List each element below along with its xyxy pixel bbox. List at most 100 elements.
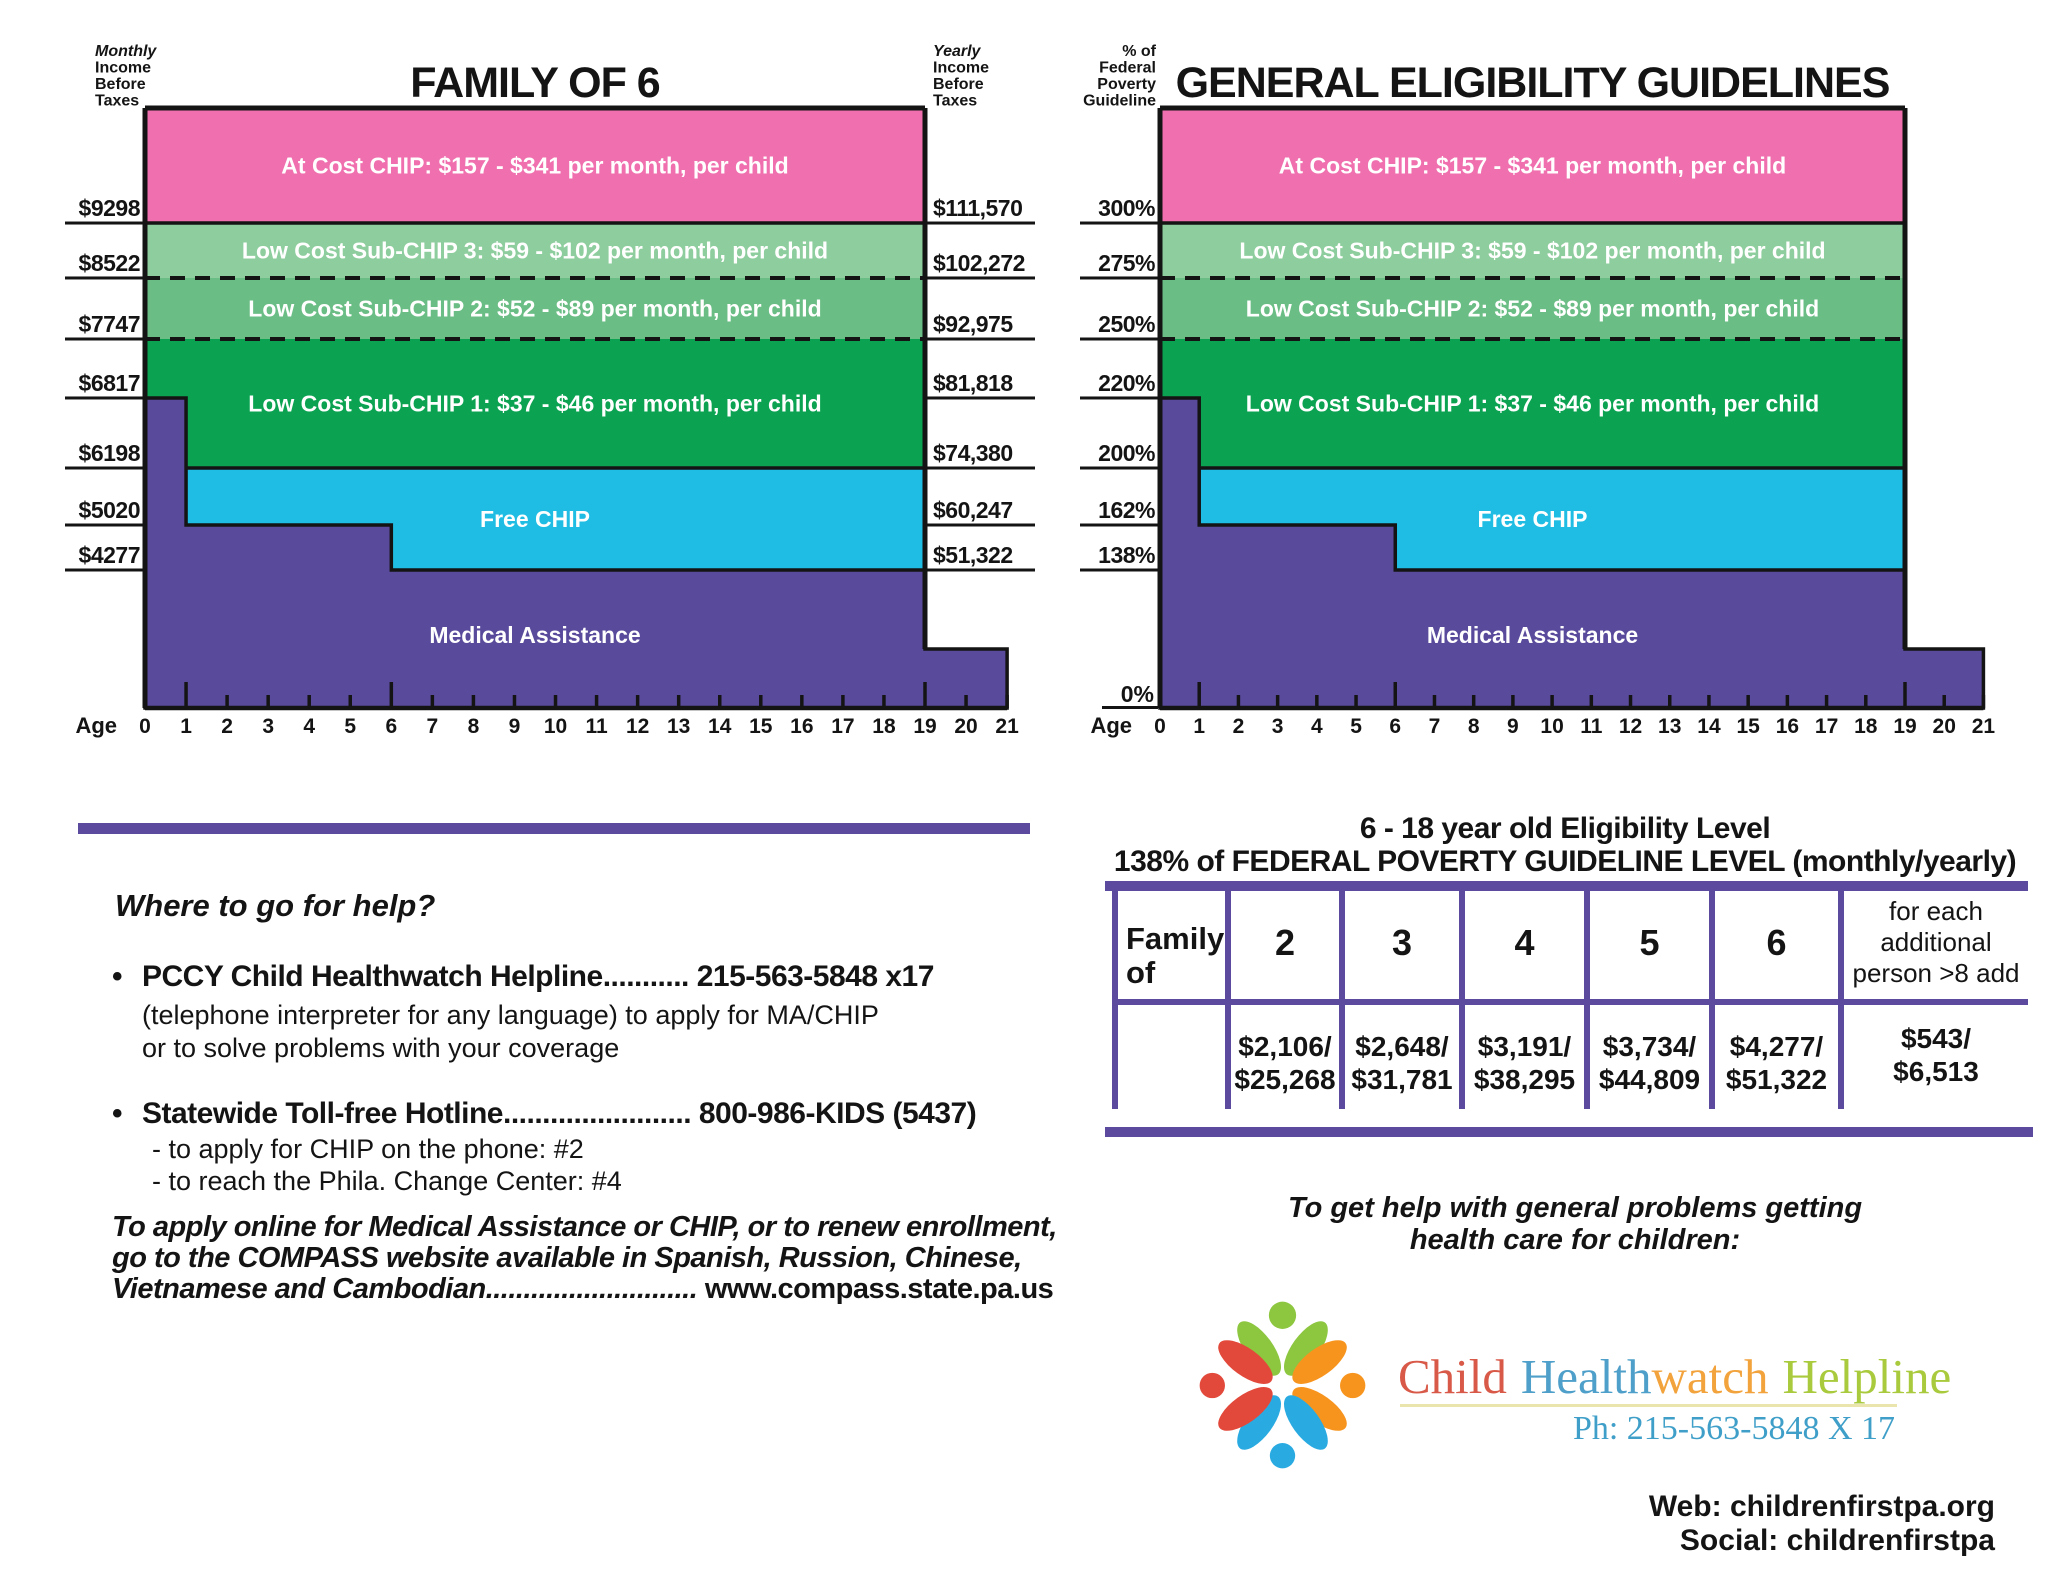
svg-text:Low Cost Sub-CHIP 3: $59 - $10: Low Cost Sub-CHIP 3: $59 - $102 per mont… [242,238,828,264]
svg-text:14: 14 [708,715,732,738]
logo-person-blue [1237,1395,1328,1469]
svg-text:$111,570: $111,570 [933,195,1022,221]
svg-text:$51,322: $51,322 [933,542,1013,568]
band-at-cost-chip [145,108,925,224]
logo-word: Health [1520,1349,1652,1404]
table-col-values: $2,648/$31,781 [1351,1031,1453,1095]
table-column-border [1225,891,1231,1109]
child-healthwatch-logo-icon [1199,1301,1366,1469]
svg-text:12: 12 [626,715,649,738]
logo-word: Child [1398,1349,1507,1404]
svg-text:GENERAL ELIGIBILITY GUIDELINES: GENERAL ELIGIBILITY GUIDELINES [1176,59,1890,107]
svg-text:138%: 138% [1098,542,1155,568]
svg-text:$6817: $6817 [79,370,140,396]
bullet-icon: • [112,1097,123,1130]
svg-text:7: 7 [427,715,439,738]
svg-text:13: 13 [667,715,690,738]
table-col-values: $2,106/$25,268 [1234,1031,1336,1095]
svg-text:11: 11 [585,715,608,738]
svg-text:12: 12 [1619,715,1642,738]
svg-text:Age: Age [75,713,117,738]
svg-text:$81,818: $81,818 [933,370,1013,396]
svg-text:Age: Age [1090,713,1132,738]
svg-text:300%: 300% [1098,195,1155,221]
table-column-border [1459,891,1465,1109]
svg-text:15: 15 [749,715,773,738]
table-column-border [1584,891,1590,1109]
svg-text:Taxes: Taxes [95,93,139,110]
logo-phone: Ph: 215-563-5848 X 17 [1572,1410,1895,1447]
band-subchip3 [145,223,925,278]
social-handle: Social: childrenfirstpa [1679,1524,1995,1557]
svg-text:2: 2 [1233,715,1245,738]
svg-text:5: 5 [1350,715,1362,738]
web-address: Web: childrenfirstpa.org [1648,1490,1995,1523]
table-extra-values: $543/$6,513 [1893,1023,1979,1087]
helpline-phone-line: PCCY Child Healthwatch Helpline.........… [142,960,934,993]
compass-info: To apply online for Medical Assistance o… [112,1212,1062,1305]
logo-person-green [1237,1301,1328,1376]
band-subchip1 [1160,339,1905,468]
table-top-border [1105,881,2028,891]
svg-text:18: 18 [1854,715,1878,738]
svg-text:$74,380: $74,380 [933,440,1013,466]
table-title-line2: 138% of FEDERAL POVERTY GUIDELINE LEVEL … [1113,845,2017,878]
svg-text:7: 7 [1429,715,1441,738]
svg-text:Low Cost Sub-CHIP 2: $52 - $89: Low Cost Sub-CHIP 2: $52 - $89 per month… [1246,295,1819,321]
eligibility-charts: 0 1 2 3 4 5 6 7 8 9 10 11 12 13 14 15 16 17 18 19 20 21AgeAt … [65,43,1996,738]
hotline-note-2: - to reach the Phila. Change Center: #4 [152,1166,622,1196]
table-col-values: $3,734/$44,809 [1598,1031,1701,1095]
svg-text:220%: 220% [1098,370,1155,396]
svg-text:$4277: $4277 [79,542,140,568]
compass-url: www.compass.state.pa.us [697,1273,1054,1305]
svg-text:$5020: $5020 [79,497,140,523]
gethelp-line2: health care for children: [1409,1224,1741,1256]
table-col-header: 4 [1514,922,1535,963]
svg-text:Yearly: Yearly [933,43,982,60]
svg-text:17: 17 [831,715,854,738]
svg-text:9: 9 [509,715,521,738]
svg-text:250%: 250% [1098,311,1155,337]
svg-text:Monthly: Monthly [95,43,157,60]
band-subchip3 [1160,223,1905,278]
table-title-line1: 6 - 18 year old Eligibility Level [1359,812,1771,845]
table-col-values: $4,277/$51,322 [1725,1031,1828,1095]
svg-text:9: 9 [1507,715,1519,738]
svg-text:16: 16 [790,715,813,738]
table-col-header: 2 [1274,922,1296,963]
table-column-border [1709,891,1715,1109]
svg-text:Low Cost Sub-CHIP 1: $37 - $46: Low Cost Sub-CHIP 1: $37 - $46 per month… [1246,391,1819,417]
svg-text:0%: 0% [1121,681,1154,707]
table-col-header: 6 [1766,922,1787,963]
svg-text:21: 21 [995,715,1019,738]
svg-text:Low Cost Sub-CHIP 2: $52 - $89: Low Cost Sub-CHIP 2: $52 - $89 per month… [248,295,821,321]
table-col-header: 3 [1391,922,1413,963]
svg-text:1: 1 [1193,715,1205,738]
svg-text:$7747: $7747 [79,311,140,337]
svg-text:18: 18 [872,715,896,738]
hotline-note-1: - to apply for CHIP on the phone: #2 [152,1134,584,1164]
svg-text:11: 11 [1580,715,1603,738]
svg-text:4: 4 [1311,715,1323,738]
help-heading: Where to go for help? [115,888,436,923]
svg-text:0: 0 [139,715,151,738]
table-header-separator [1112,999,2028,1005]
table-row-header: Family of [1126,921,1225,990]
svg-text:$102,272: $102,272 [933,250,1025,276]
svg-text:1: 1 [180,715,192,738]
svg-text:275%: 275% [1098,250,1155,276]
svg-text:21: 21 [1972,715,1996,738]
table-col-values: $3,191/$38,295 [1473,1031,1576,1095]
svg-text:8: 8 [468,715,480,738]
band-subchip1 [145,339,925,468]
svg-text:Free CHIP: Free CHIP [1478,506,1588,532]
logo-person-red [1199,1340,1273,1431]
svg-text:Medical Assistance: Medical Assistance [1427,622,1638,648]
table-col-header: 5 [1639,922,1660,963]
svg-text:19: 19 [1893,715,1916,738]
svg-text:Federal: Federal [1099,60,1156,77]
svg-text:20: 20 [1933,715,1956,738]
svg-text:$6198: $6198 [79,440,141,466]
svg-text:Poverty: Poverty [1097,76,1156,93]
svg-text:FAMILY OF 6: FAMILY OF 6 [410,59,660,107]
